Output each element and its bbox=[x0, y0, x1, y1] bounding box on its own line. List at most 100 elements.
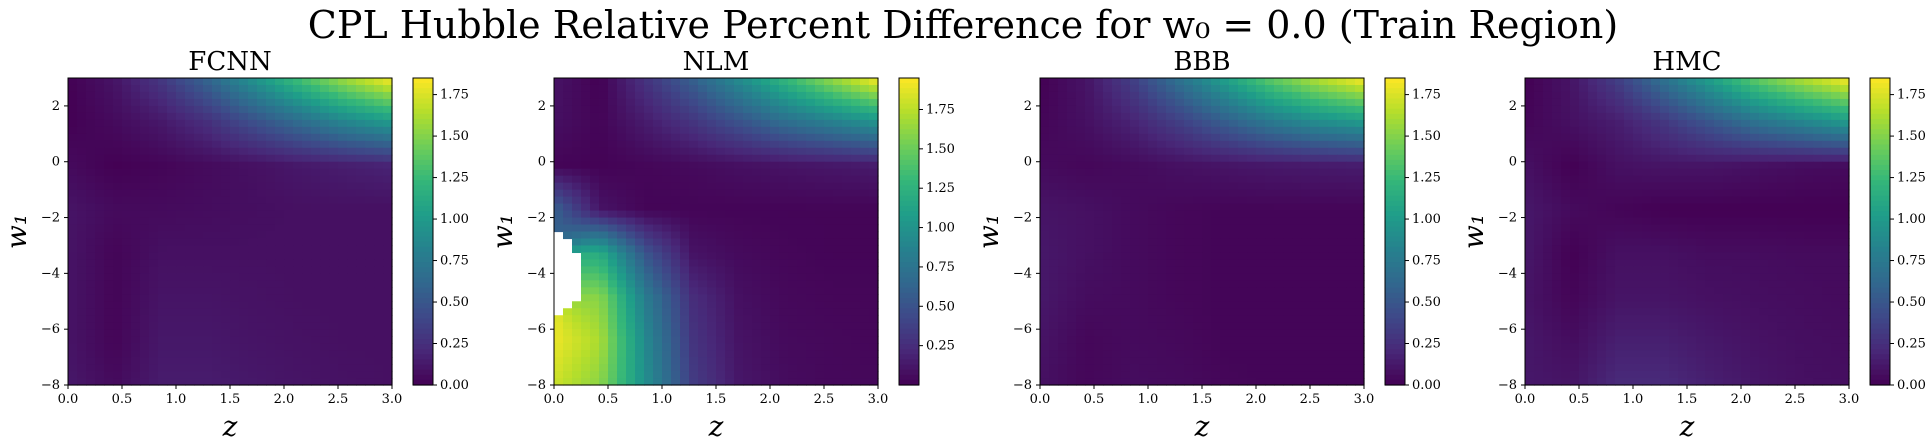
heatmap-cell bbox=[1283, 301, 1293, 309]
heatmap-cell bbox=[131, 315, 141, 323]
heatmap-cell bbox=[869, 343, 879, 351]
heatmap-cell bbox=[1247, 189, 1257, 198]
heatmap-cell bbox=[203, 371, 213, 379]
heatmap-cell bbox=[779, 231, 789, 240]
heatmap-cell bbox=[86, 322, 96, 330]
heatmap-cell bbox=[1040, 210, 1050, 219]
heatmap-cell bbox=[1121, 259, 1131, 267]
heatmap-cell bbox=[815, 91, 825, 100]
heatmap-cell bbox=[581, 126, 591, 135]
heatmap-cell bbox=[761, 91, 771, 100]
heatmap-cell bbox=[1112, 182, 1122, 191]
heatmap-cell bbox=[1292, 329, 1302, 337]
heatmap-cell bbox=[833, 364, 843, 372]
heatmap-cell bbox=[1283, 238, 1293, 247]
heatmap-cell bbox=[1328, 175, 1338, 184]
heatmap-cell bbox=[95, 238, 105, 247]
colorbar-segment bbox=[413, 241, 433, 248]
heatmap-cell bbox=[158, 273, 168, 281]
heatmap-cell bbox=[338, 357, 348, 365]
heatmap-cell bbox=[806, 105, 816, 114]
heatmap-cell bbox=[1193, 294, 1203, 302]
heatmap-cell bbox=[1220, 322, 1230, 330]
heatmap-cell bbox=[563, 231, 573, 240]
heatmap-cell bbox=[320, 175, 330, 184]
heatmap-cell bbox=[734, 252, 744, 261]
heatmap-cell bbox=[266, 119, 276, 128]
heatmap-cell bbox=[635, 301, 645, 309]
heatmap-cell bbox=[257, 336, 267, 344]
heatmap-cell bbox=[1184, 161, 1194, 170]
heatmap-cell bbox=[68, 266, 78, 274]
y-tick-label: −2 bbox=[1013, 211, 1032, 226]
heatmap-cell bbox=[1139, 203, 1149, 212]
heatmap-cell bbox=[572, 91, 582, 100]
heatmap-cell bbox=[824, 126, 834, 135]
heatmap-cell bbox=[779, 217, 789, 226]
heatmap-cell bbox=[761, 112, 771, 121]
heatmap-cell bbox=[1085, 224, 1095, 233]
heatmap-cell bbox=[797, 238, 807, 247]
heatmap-cell bbox=[1103, 119, 1113, 128]
heatmap-cell bbox=[1067, 140, 1077, 149]
heatmap-cell bbox=[590, 343, 600, 351]
heatmap-cell bbox=[77, 308, 87, 316]
heatmap-cell bbox=[590, 273, 600, 281]
heatmap-cell bbox=[365, 224, 375, 233]
heatmap-cell bbox=[626, 357, 636, 365]
heatmap-cell bbox=[140, 336, 150, 344]
heatmap-cell bbox=[1211, 161, 1221, 170]
heatmap-cell bbox=[833, 336, 843, 344]
heatmap-cell bbox=[581, 280, 591, 288]
heatmap-cell bbox=[662, 98, 672, 107]
heatmap-cell bbox=[248, 105, 258, 114]
heatmap-cell bbox=[860, 350, 870, 358]
heatmap-cell bbox=[86, 301, 96, 309]
heatmap-cell bbox=[797, 112, 807, 121]
heatmap-cell bbox=[608, 217, 618, 226]
heatmap-cell bbox=[1184, 378, 1194, 386]
heatmap-cell bbox=[581, 378, 591, 386]
heatmap-cell bbox=[1337, 364, 1347, 372]
heatmap-cell bbox=[1157, 140, 1167, 149]
heatmap-cell bbox=[779, 133, 789, 142]
colorbar-segment bbox=[1385, 149, 1405, 156]
heatmap-cell bbox=[770, 280, 780, 288]
heatmap-cell bbox=[1184, 147, 1194, 156]
heatmap-cell bbox=[212, 161, 222, 170]
heatmap-cell bbox=[221, 329, 231, 337]
heatmap-cell bbox=[140, 273, 150, 281]
heatmap-cell bbox=[1112, 259, 1122, 267]
heatmap-cell bbox=[320, 210, 330, 219]
colorbar-segment bbox=[413, 159, 433, 166]
heatmap-cell bbox=[122, 266, 132, 274]
heatmap-cell bbox=[1085, 231, 1095, 240]
heatmap-cell bbox=[158, 259, 168, 267]
heatmap-cell bbox=[230, 371, 240, 379]
heatmap-cell bbox=[257, 105, 267, 114]
heatmap-cell bbox=[752, 343, 762, 351]
heatmap-cell bbox=[563, 78, 573, 86]
heatmap-cell bbox=[653, 84, 663, 93]
heatmap-cell bbox=[95, 196, 105, 205]
heatmap-cell bbox=[1319, 196, 1329, 205]
heatmap-cell bbox=[167, 182, 177, 191]
heatmap-cell bbox=[113, 182, 123, 191]
heatmap-cell bbox=[95, 154, 105, 163]
heatmap-cell bbox=[1238, 119, 1248, 128]
heatmap-cell bbox=[68, 175, 78, 184]
heatmap-cell bbox=[734, 322, 744, 330]
heatmap-cell bbox=[1040, 301, 1050, 309]
heatmap-cell bbox=[329, 175, 339, 184]
heatmap-cell bbox=[284, 147, 294, 156]
heatmap-cell bbox=[689, 140, 699, 149]
heatmap-cell bbox=[1094, 336, 1104, 344]
heatmap-cell bbox=[1301, 84, 1311, 93]
heatmap-cell bbox=[1175, 119, 1185, 128]
heatmap-cell bbox=[230, 140, 240, 149]
heatmap-cell bbox=[734, 175, 744, 184]
heatmap-cell bbox=[293, 140, 303, 149]
heatmap-cell bbox=[1211, 126, 1221, 135]
heatmap-cell bbox=[617, 98, 627, 107]
heatmap-cell bbox=[1202, 322, 1212, 330]
